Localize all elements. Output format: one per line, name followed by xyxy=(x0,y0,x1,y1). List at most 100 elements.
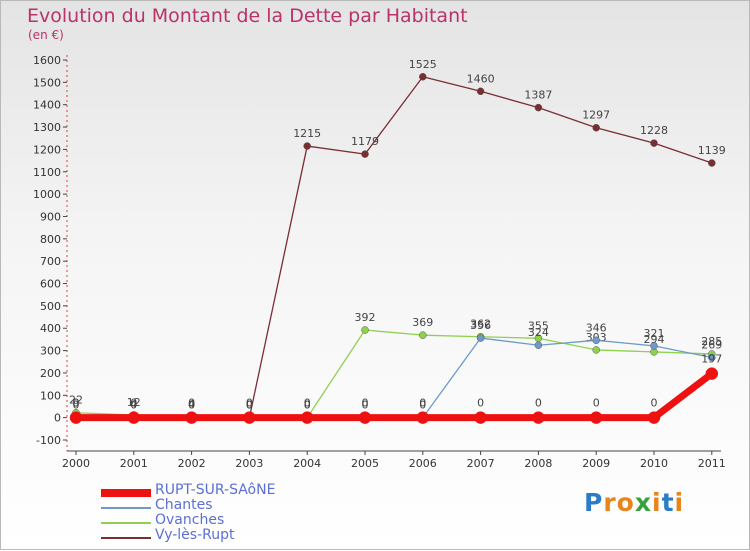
logo-letter: i xyxy=(674,488,685,517)
y-tick-label: 1500 xyxy=(33,76,61,89)
data-label-chantes: 0 xyxy=(246,399,253,412)
data-label-rupt-sur-sa-ne: 0 xyxy=(304,397,311,410)
logo-letter: P xyxy=(584,488,604,517)
data-point-rupt-sur-sa-ne xyxy=(127,411,141,424)
data-label-chantes: 0 xyxy=(304,399,311,412)
data-point-chantes xyxy=(476,334,485,342)
data-label-vy-l-s-rupt: 0 xyxy=(130,399,137,412)
data-point-chantes xyxy=(592,336,600,345)
y-tick-label: 700 xyxy=(40,255,61,268)
data-label-vy-l-s-rupt: 1179 xyxy=(351,135,379,148)
x-tick-label: 2001 xyxy=(120,457,148,470)
y-tick-label: 900 xyxy=(40,210,61,223)
data-label-chantes: 356 xyxy=(470,319,491,332)
data-label-chantes: 4 xyxy=(130,398,137,411)
data-label-chantes: 0 xyxy=(362,399,369,412)
y-tick-label: -100 xyxy=(36,434,61,447)
data-label-vy-l-s-rupt: 1297 xyxy=(582,109,610,122)
y-tick-label: 600 xyxy=(40,278,61,291)
x-tick-label: 2008 xyxy=(524,457,552,470)
data-point-vy-l-s-rupt xyxy=(534,103,543,112)
data-point-rupt-sur-sa-ne xyxy=(532,411,545,424)
data-label-vy-l-s-rupt: 1387 xyxy=(524,89,552,102)
x-tick-label: 2009 xyxy=(582,457,610,470)
data-label-ovanches: 0 xyxy=(188,399,195,412)
logo-letter: o xyxy=(616,488,635,517)
legend-swatch-chantes xyxy=(101,507,151,509)
data-label-rupt-sur-sa-ne: 0 xyxy=(73,397,80,410)
y-tick-label: 1100 xyxy=(33,166,61,179)
chart-title: Evolution du Montant de la Dette par Hab… xyxy=(27,5,468,27)
y-tick-label: 500 xyxy=(40,300,61,313)
data-point-rupt-sur-sa-ne xyxy=(300,411,314,424)
y-tick-label: 0 xyxy=(54,412,61,425)
data-label-vy-l-s-rupt: 1228 xyxy=(640,124,668,137)
data-label-rupt-sur-sa-ne: 0 xyxy=(419,397,426,410)
data-point-chantes xyxy=(534,341,543,349)
x-tick-label: 2010 xyxy=(640,457,668,470)
data-point-rupt-sur-sa-ne xyxy=(243,411,256,424)
data-label-rupt-sur-sa-ne: 0 xyxy=(130,397,137,410)
data-label-vy-l-s-rupt: 0 xyxy=(188,399,195,412)
y-tick-label: 1600 xyxy=(33,54,61,67)
data-label-rupt-sur-sa-ne: 197 xyxy=(701,353,722,366)
series-line-vy-l-s-rupt xyxy=(76,76,713,419)
logo-letter: x xyxy=(634,488,652,517)
proxiti-logo: Proxiti xyxy=(584,488,684,517)
x-tick-label: 2004 xyxy=(293,457,321,470)
x-tick-label: 2005 xyxy=(351,457,379,470)
data-point-chantes xyxy=(650,342,658,350)
legend-swatch-vy xyxy=(101,537,151,539)
data-label-ovanches: 355 xyxy=(528,319,549,332)
data-point-rupt-sur-sa-ne xyxy=(474,411,487,424)
data-point-rupt-sur-sa-ne xyxy=(705,367,719,380)
data-point-ovanches xyxy=(592,346,600,354)
legend-label-rupt: RUPT-SUR-SAôNE xyxy=(155,482,276,498)
x-tick-label: 2007 xyxy=(467,457,495,470)
data-point-vy-l-s-rupt xyxy=(650,139,658,147)
data-label-rupt-sur-sa-ne: 0 xyxy=(246,397,253,410)
data-label-ovanches: 392 xyxy=(355,311,376,324)
unit-label: (en €) xyxy=(28,28,64,42)
data-label-chantes: 324 xyxy=(528,326,549,339)
y-tick-label: 1400 xyxy=(33,99,61,112)
legend-label-chantes: Chantes xyxy=(155,497,213,513)
data-label-chantes: 269 xyxy=(701,339,722,352)
y-tick-label: 200 xyxy=(40,367,61,380)
data-label-rupt-sur-sa-ne: 0 xyxy=(593,397,600,410)
data-point-vy-l-s-rupt xyxy=(476,87,485,96)
y-tick-label: 100 xyxy=(40,389,61,402)
data-label-rupt-sur-sa-ne: 0 xyxy=(362,397,369,410)
data-point-rupt-sur-sa-ne xyxy=(358,411,372,424)
series-line-ovanches xyxy=(75,329,712,419)
y-tick-label: 1300 xyxy=(33,121,61,134)
data-label-ovanches: 362 xyxy=(470,318,491,331)
data-label-vy-l-s-rupt: 1139 xyxy=(698,144,726,157)
data-label-chantes: 9 xyxy=(73,397,80,410)
data-label-ovanches: 285 xyxy=(701,335,722,348)
data-label-vy-l-s-rupt: 1525 xyxy=(409,58,437,71)
data-label-rupt-sur-sa-ne: 0 xyxy=(188,397,195,410)
data-point-rupt-sur-sa-ne xyxy=(647,411,661,424)
x-tick-label: 2003 xyxy=(235,457,263,470)
legend-label-ovanches: Ovanches xyxy=(155,512,225,528)
series-line-rupt-sur-sa-ne xyxy=(76,370,714,422)
data-point-vy-l-s-rupt xyxy=(303,142,311,150)
y-tick-label: 1000 xyxy=(33,188,61,201)
data-point-ovanches xyxy=(361,326,369,334)
y-tick-label: 800 xyxy=(40,233,61,246)
x-tick-label: 2006 xyxy=(409,457,437,470)
data-label-chantes: 346 xyxy=(586,321,607,334)
y-tick-label: 300 xyxy=(40,345,61,358)
logo-letter: r xyxy=(603,488,617,517)
data-point-rupt-sur-sa-ne xyxy=(589,411,603,424)
data-point-vy-l-s-rupt xyxy=(361,150,369,158)
data-label-ovanches: 22 xyxy=(69,394,83,407)
data-label-vy-l-s-rupt: 1460 xyxy=(467,72,495,85)
data-label-vy-l-s-rupt: 0 xyxy=(246,399,253,412)
y-tick-label: 400 xyxy=(40,322,61,335)
data-point-rupt-sur-sa-ne xyxy=(416,411,430,424)
data-point-vy-l-s-rupt xyxy=(419,73,427,81)
